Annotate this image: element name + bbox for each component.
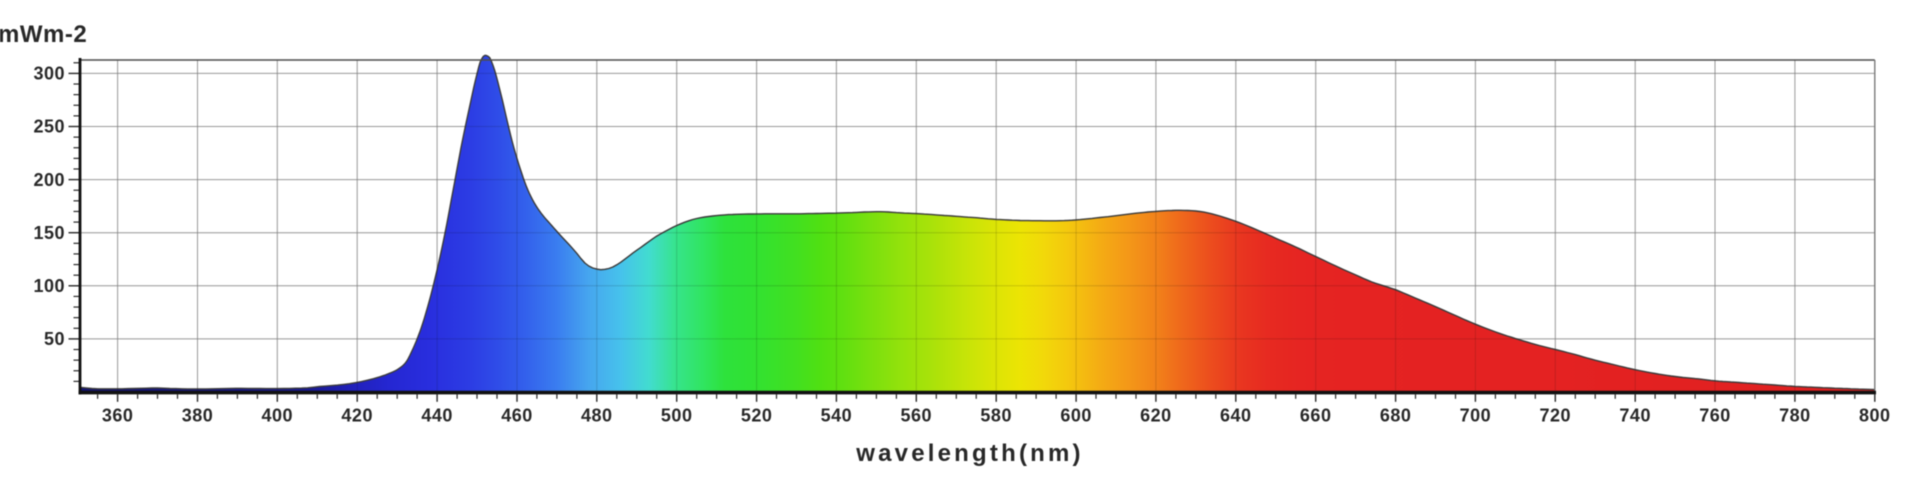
- svg-text:600: 600: [1060, 406, 1092, 426]
- svg-text:300: 300: [33, 64, 65, 84]
- svg-text:760: 760: [1699, 406, 1731, 426]
- svg-text:660: 660: [1300, 406, 1332, 426]
- svg-text:420: 420: [341, 406, 373, 426]
- svg-text:380: 380: [182, 406, 214, 426]
- svg-text:200: 200: [33, 170, 65, 190]
- svg-text:250: 250: [33, 117, 65, 137]
- svg-text:400: 400: [262, 406, 294, 426]
- svg-text:540: 540: [821, 406, 853, 426]
- svg-text:mWm-2: mWm-2: [0, 21, 87, 48]
- svg-text:720: 720: [1540, 406, 1572, 426]
- svg-text:780: 780: [1779, 406, 1811, 426]
- svg-text:640: 640: [1220, 406, 1252, 426]
- svg-text:740: 740: [1619, 406, 1651, 426]
- svg-text:480: 480: [581, 406, 613, 426]
- svg-text:440: 440: [421, 406, 453, 426]
- svg-text:360: 360: [102, 406, 134, 426]
- svg-text:500: 500: [661, 406, 693, 426]
- svg-text:620: 620: [1140, 406, 1172, 426]
- svg-text:150: 150: [33, 223, 65, 243]
- svg-text:wavelength(nm): wavelength(nm): [855, 440, 1083, 467]
- svg-text:50: 50: [44, 329, 65, 349]
- svg-text:680: 680: [1380, 406, 1412, 426]
- svg-text:460: 460: [501, 406, 533, 426]
- svg-text:520: 520: [741, 406, 773, 426]
- svg-text:700: 700: [1460, 406, 1492, 426]
- svg-text:560: 560: [901, 406, 933, 426]
- svg-text:800: 800: [1859, 406, 1891, 426]
- svg-text:580: 580: [980, 406, 1012, 426]
- svg-text:100: 100: [33, 276, 65, 296]
